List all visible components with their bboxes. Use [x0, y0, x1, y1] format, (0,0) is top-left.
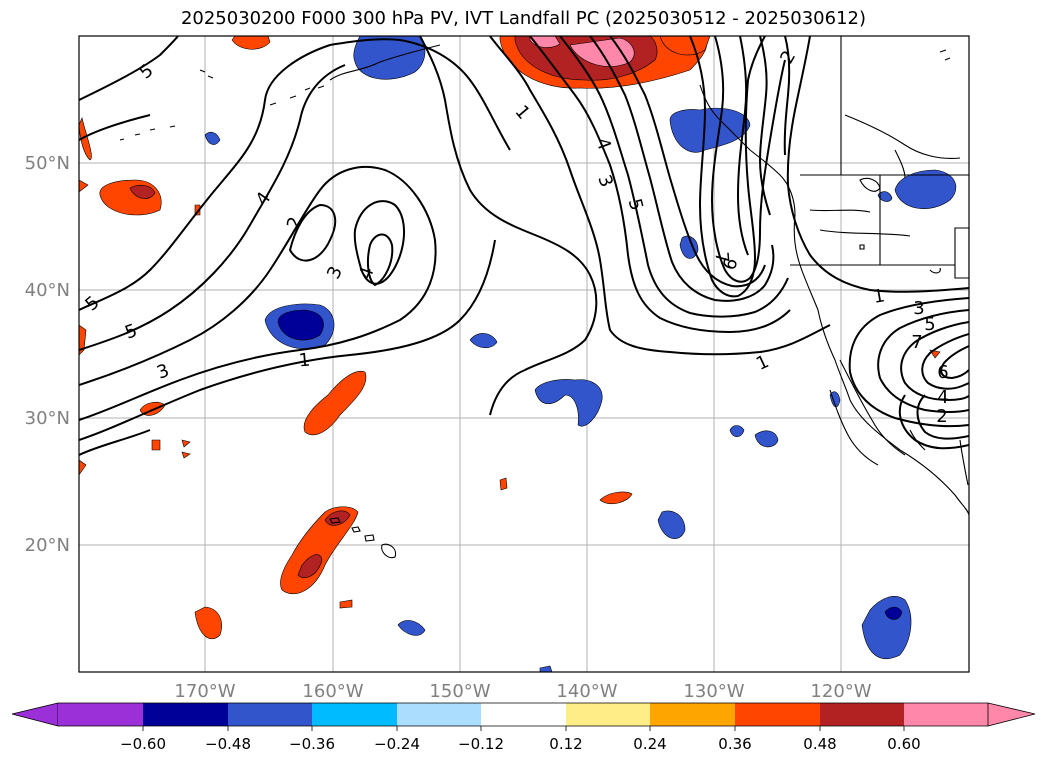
colorbar-segment	[228, 703, 314, 726]
contour-label: 1	[298, 350, 311, 372]
lon-label: 130°W	[683, 681, 744, 702]
lat-label: 40°N	[25, 280, 70, 301]
colorbar-segment	[481, 703, 567, 726]
ivt-shading	[79, 36, 957, 672]
colorbar-segment	[397, 703, 483, 726]
colorbar-segment	[566, 703, 652, 726]
contour-label: 6	[937, 362, 948, 383]
lon-label: 120°W	[810, 681, 871, 702]
colorbar-tick-label: −0.36	[289, 735, 335, 753]
lon-label: 170°W	[174, 681, 235, 702]
colorbar-tick-label: 0.24	[633, 735, 666, 753]
colorbar-segment	[312, 703, 398, 726]
lat-label: 20°N	[25, 535, 70, 556]
map-panel	[79, 36, 969, 672]
colorbar-tick-label: 0.60	[887, 735, 920, 753]
contour-label: 4	[937, 387, 948, 408]
contour-label: 5	[624, 196, 647, 212]
contour-label: 7	[711, 251, 733, 264]
colorbar-tick-label: 0.12	[549, 735, 582, 753]
colorbar-segment	[735, 703, 821, 726]
colorbar-segment	[820, 703, 906, 726]
lat-label: 30°N	[25, 408, 70, 429]
lon-label: 150°W	[429, 681, 490, 702]
contour-label: 2	[936, 406, 947, 427]
colorbar-segment	[650, 703, 736, 726]
colorbar-over-arrow	[987, 702, 1036, 727]
map-frame	[78, 35, 970, 673]
contour-label: 5	[924, 314, 935, 335]
contour-label: 7	[911, 332, 922, 353]
contour-label: 1	[872, 285, 887, 308]
colorbar: −0.60 −0.48 −0.36 −0.24 −0.12 0.12 0.24 …	[11, 702, 1036, 753]
colorbar-tick-label: 0.36	[718, 735, 751, 753]
colorbar-tick-label: 0.48	[803, 735, 836, 753]
colorbar-segment	[58, 703, 144, 726]
colorbar-segment	[904, 703, 990, 726]
latitude-labels: 50°N 40°N 30°N 20°N	[25, 153, 70, 556]
lon-label: 160°W	[302, 681, 363, 702]
colorbar-tick-label: −0.12	[458, 735, 504, 753]
colorbar-tick-label: −0.48	[205, 735, 251, 753]
lon-label: 140°W	[556, 681, 617, 702]
coastlines	[119, 36, 969, 559]
longitude-labels: 170°W 160°W 150°W 140°W 130°W 120°W	[174, 681, 871, 702]
colorbar-under-arrow	[11, 702, 59, 727]
colorbar-segment	[143, 703, 229, 726]
colorbar-tick-label: −0.24	[374, 735, 420, 753]
pv-contours	[79, 36, 969, 456]
colorbar-tick-label: −0.60	[120, 735, 166, 753]
lat-label: 50°N	[25, 153, 70, 174]
map-title: 2025030200 F000 300 hPa PV, IVT Landfall…	[180, 8, 867, 29]
contour-label: 3	[913, 298, 924, 319]
